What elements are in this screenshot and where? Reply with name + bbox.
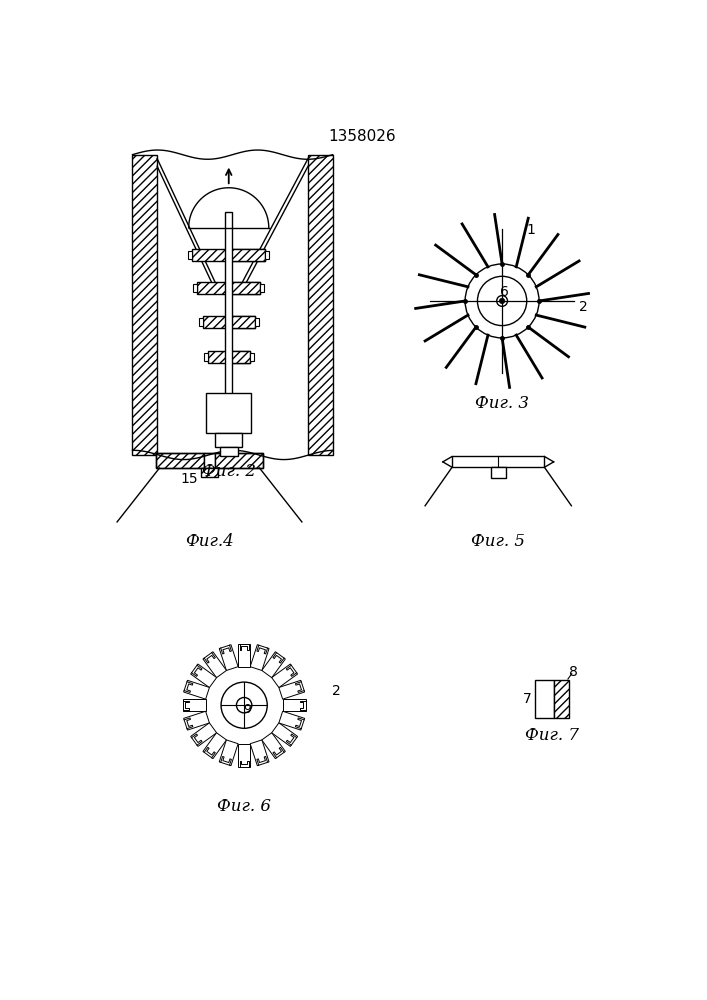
Text: 1: 1 bbox=[527, 223, 536, 237]
Text: Фиг. 5: Фиг. 5 bbox=[472, 533, 525, 550]
Text: 2: 2 bbox=[332, 684, 341, 698]
Bar bbox=[226, 212, 232, 405]
Text: 9: 9 bbox=[243, 703, 251, 716]
Text: Фиг. 3: Фиг. 3 bbox=[475, 395, 529, 412]
Bar bbox=[255, 318, 259, 326]
Bar bbox=[250, 353, 254, 361]
Text: Фиг.4: Фиг.4 bbox=[185, 533, 234, 550]
Text: 8: 8 bbox=[569, 665, 578, 679]
Bar bbox=[192, 249, 265, 261]
Bar bbox=[156, 453, 264, 468]
Bar bbox=[193, 284, 197, 292]
Bar bbox=[156, 453, 204, 468]
Bar bbox=[204, 353, 208, 361]
Polygon shape bbox=[238, 744, 250, 767]
Text: Фиг. 6: Фиг. 6 bbox=[217, 798, 271, 815]
Polygon shape bbox=[219, 645, 238, 670]
Bar bbox=[206, 393, 251, 433]
Bar bbox=[197, 282, 260, 294]
Circle shape bbox=[497, 296, 508, 306]
Bar bbox=[491, 467, 506, 478]
Text: 1358026: 1358026 bbox=[328, 129, 396, 144]
Circle shape bbox=[499, 298, 505, 304]
Bar bbox=[204, 453, 215, 468]
Bar bbox=[534, 680, 554, 718]
Bar bbox=[215, 433, 243, 447]
Polygon shape bbox=[203, 652, 226, 678]
Bar bbox=[215, 453, 264, 468]
Bar bbox=[199, 318, 203, 326]
Bar bbox=[229, 282, 260, 294]
Bar bbox=[452, 456, 544, 467]
Polygon shape bbox=[203, 733, 226, 759]
Polygon shape bbox=[238, 644, 250, 667]
Bar bbox=[229, 249, 265, 261]
Circle shape bbox=[236, 698, 252, 713]
Bar bbox=[554, 680, 569, 718]
Text: 6: 6 bbox=[500, 285, 509, 299]
Polygon shape bbox=[132, 155, 157, 455]
Polygon shape bbox=[308, 155, 333, 455]
Polygon shape bbox=[271, 723, 298, 746]
Polygon shape bbox=[262, 652, 286, 678]
Polygon shape bbox=[283, 699, 305, 711]
Text: 2: 2 bbox=[579, 300, 588, 314]
Polygon shape bbox=[184, 711, 209, 730]
Polygon shape bbox=[184, 680, 209, 699]
Bar bbox=[229, 316, 255, 328]
Bar bbox=[208, 351, 250, 363]
Polygon shape bbox=[279, 711, 305, 730]
Polygon shape bbox=[271, 664, 298, 688]
Polygon shape bbox=[191, 723, 216, 746]
Bar bbox=[201, 468, 218, 477]
Polygon shape bbox=[219, 740, 238, 766]
Polygon shape bbox=[279, 680, 305, 699]
Bar bbox=[229, 351, 250, 363]
Polygon shape bbox=[262, 733, 286, 759]
Polygon shape bbox=[250, 740, 269, 766]
Bar bbox=[219, 447, 238, 456]
Polygon shape bbox=[250, 645, 269, 670]
Circle shape bbox=[221, 682, 267, 728]
Polygon shape bbox=[191, 664, 216, 688]
Bar bbox=[260, 284, 264, 292]
Bar bbox=[188, 251, 192, 259]
Text: 7: 7 bbox=[522, 692, 532, 706]
Polygon shape bbox=[182, 699, 206, 711]
Bar bbox=[265, 251, 269, 259]
Text: Фиг. 7: Фиг. 7 bbox=[525, 727, 579, 744]
Text: 15: 15 bbox=[181, 472, 198, 486]
Bar bbox=[203, 316, 255, 328]
Text: Фиг. 2: Фиг. 2 bbox=[201, 463, 256, 480]
